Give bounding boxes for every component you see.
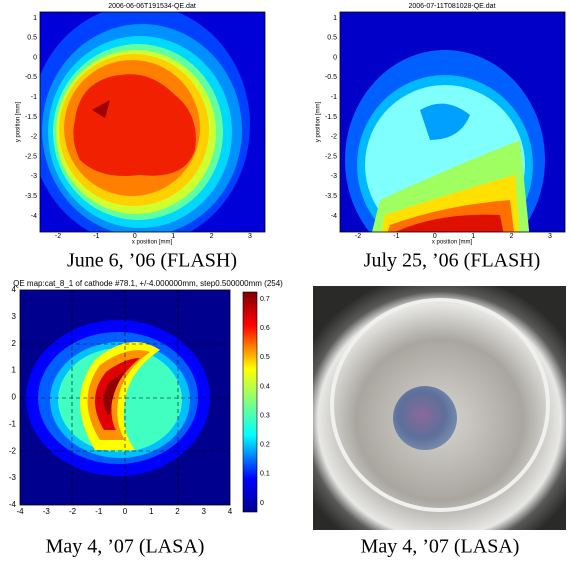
y-tick-label: 3 [12,312,17,321]
x-tick-label: 1 [149,507,154,516]
x-axis-label: x position [mm] [432,240,473,246]
y-tick-label: 1 [333,15,337,22]
colorbar [242,291,258,513]
x-tick-label: 3 [248,233,252,240]
y-tick-label: 1 [33,15,37,22]
y-tick-label: -3.5 [325,193,337,200]
y-tick-label: -0.5 [325,74,337,81]
plot-frame [39,11,266,233]
x-tick-label: 1 [471,233,475,240]
y-tick-label: 4 [12,285,17,294]
contour-map [20,290,230,505]
panel-title: QE map:cat_8_1 of cathode #78.1, +/-4.00… [13,279,283,288]
x-tick-label: 0 [133,233,137,240]
y-tick-label: -2 [9,446,17,455]
colorbar-tick-label: 0.3 [260,412,270,419]
x-tick-label: -2 [69,507,77,516]
y-tick-label: 0 [12,393,17,402]
y-tick-label: -4 [31,213,37,220]
colorbar-tick-label: 0.2 [260,442,270,449]
plot-frame [339,11,566,233]
x-tick-label: 3 [548,233,552,240]
y-tick-label: 2 [12,339,17,348]
x-axis-label: x position [mm] [132,240,173,246]
caption: June 6, ’06 (FLASH) [67,250,237,272]
colorbar-tick-label: 0.1 [260,471,270,478]
y-tick-label: -2 [331,134,337,141]
photo-cathode [393,386,457,450]
y-tick-label: 1 [12,366,17,375]
panel-title: 2006-07-11T081028-QE.dat [408,3,495,10]
x-tick-label: 0 [123,507,128,516]
x-tick-label: 3 [202,507,207,516]
y-tick-label: 0.5 [27,35,37,42]
x-tick-label: -1 [393,233,399,240]
y-tick-label: 0.5 [327,35,337,42]
y-tick-label: -4 [331,213,337,220]
plot-frame [19,289,231,506]
y-tick-label: -1.5 [25,114,37,121]
caption: May 4, ’07 (LASA) [46,536,205,558]
y-tick-label: 0 [33,54,37,61]
contour-map [340,12,565,232]
contour-map [40,12,265,232]
y-tick-label: -1 [31,94,37,101]
caption: May 4, ’07 (LASA) [361,536,520,558]
y-tick-label: -3.5 [25,193,37,200]
y-tick-label: 0 [333,54,337,61]
photo-ring [330,298,550,512]
panel-title: 2006-06-06T191534-QE.dat [108,3,196,10]
y-axis-label: y position [mm] [316,102,322,143]
x-tick-label: -1 [93,233,99,240]
colorbar-tick-label: 0.6 [260,325,270,332]
x-tick-label: 2 [510,233,514,240]
y-tick-label: -4 [9,500,17,509]
x-tick-label: -3 [43,507,51,516]
x-tick-label: 4 [228,507,233,516]
y-tick-label: -2.5 [25,153,37,160]
colorbar-tick-label: 0 [260,500,264,507]
x-tick-label: 0 [433,233,437,240]
colorbar-tick-label: 0.7 [260,296,270,303]
y-tick-label: -1 [9,419,17,428]
colorbar-tick-label: 0.5 [260,354,270,361]
x-tick-label: -1 [95,507,103,516]
x-tick-label: -2 [55,233,61,240]
x-tick-label: -2 [355,233,361,240]
y-tick-label: -2 [31,134,37,141]
y-tick-label: -2.5 [325,153,337,160]
x-tick-label: 2 [175,507,180,516]
caption: July 25, ’06 (FLASH) [364,250,541,272]
y-tick-label: -3 [331,173,337,180]
x-tick-label: 2 [210,233,214,240]
y-tick-label: -1 [331,94,337,101]
x-tick-label: 1 [171,233,175,240]
y-tick-label: -3 [9,473,17,482]
y-axis-label: y position [mm] [16,102,22,143]
y-tick-label: -1.5 [325,114,337,121]
x-tick-label: -4 [16,507,24,516]
y-tick-label: -3 [31,173,37,180]
y-tick-label: -0.5 [25,74,37,81]
colorbar-tick-label: 0.4 [260,383,270,390]
